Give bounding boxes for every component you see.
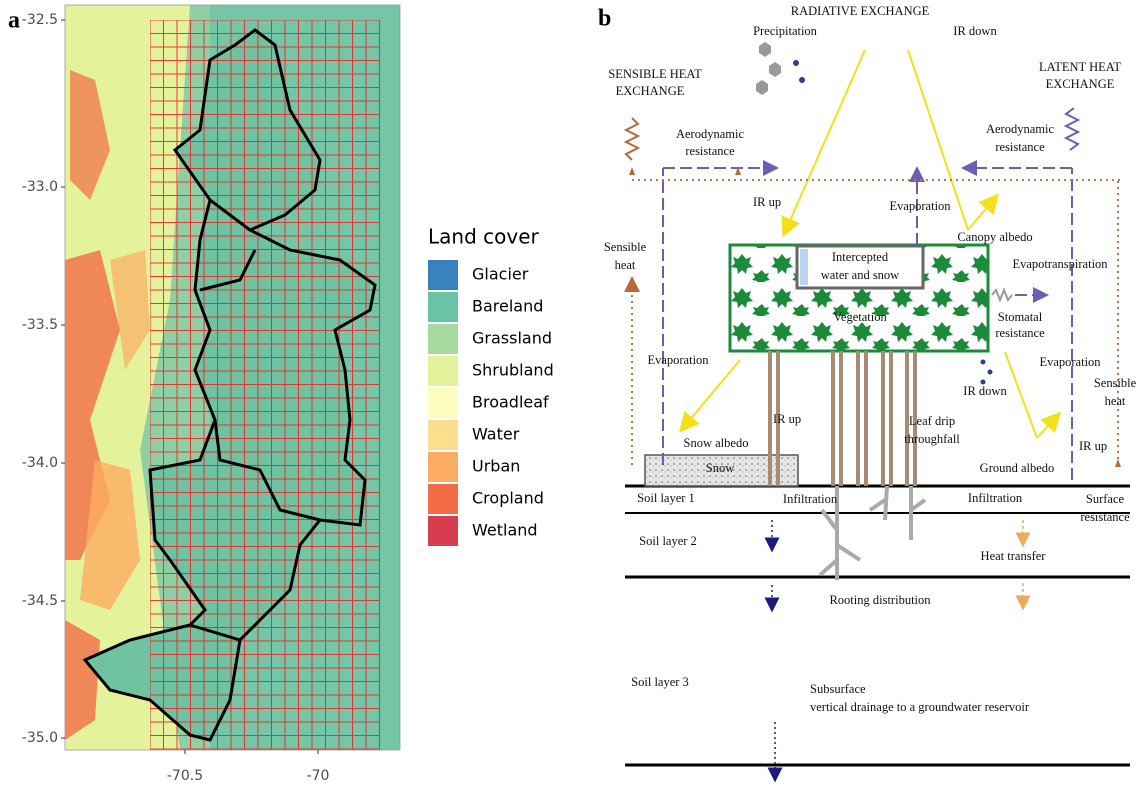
legend-label: Grassland (472, 329, 552, 348)
diagram-label: Sensible (1094, 376, 1137, 390)
diagram-label: water and snow (821, 268, 899, 282)
legend-label: Shrubland (472, 361, 554, 380)
diagram-label: Canopy albedo (957, 230, 1032, 244)
diagram-label: Leaf drip (909, 414, 955, 428)
diagram-label: resistance (995, 140, 1045, 154)
diagram-label: Sensible (604, 240, 647, 254)
legend-label: Broadleaf (472, 393, 549, 412)
y-tick-label: -32.5 (22, 12, 58, 28)
diagram-label: Ground albedo (980, 461, 1055, 475)
diagram-label: Aerodynamic (986, 122, 1054, 136)
legend-label: Glacier (472, 265, 529, 284)
y-tick-label: -35.0 (22, 730, 58, 746)
y-tick-label: -33.5 (22, 317, 58, 333)
legend-swatch (428, 356, 458, 386)
diagram-label: Evaporation (1039, 355, 1101, 369)
diagram-label: IR down (953, 24, 997, 38)
diagram-label: RADIATIVE EXCHANGE (791, 4, 930, 18)
diagram-label: Infiltration (783, 492, 838, 506)
diagram-label: resistance (1080, 510, 1130, 524)
diagram-label: Evaporation (889, 199, 951, 213)
diagram-label: IR down (963, 384, 1007, 398)
legend-swatch (428, 292, 458, 322)
diagram-label: IR up (1079, 439, 1107, 453)
diagram-label: IR up (753, 195, 781, 209)
panel-label: a (8, 8, 20, 34)
diagram-label: Intercepted (832, 250, 889, 264)
diagram-labels: RADIATIVE EXCHANGE Precipitation IR down SE… (604, 4, 1137, 714)
diagram-label: Rooting distribution (829, 593, 931, 607)
legend-swatch (428, 260, 458, 290)
y-tick-label: -33.0 (22, 179, 58, 195)
legend-swatch (428, 484, 458, 514)
y-tick-label: -34.0 (22, 455, 58, 471)
diagram-label: heat (1105, 394, 1126, 408)
diagram-label: Subsurface (810, 682, 866, 696)
figure: a Land cover -32.5 -33.0 -33.5 -34.0 -34.5 -3… (0, 0, 1146, 786)
diagram-label: resistance (995, 326, 1045, 340)
diagram-label: Evaporation (647, 353, 709, 367)
legend-swatch (428, 420, 458, 450)
diagram-label: IR up (773, 412, 801, 426)
legend-label: Cropland (472, 489, 544, 508)
diagram-label: heat (615, 258, 636, 272)
x-tick-label: -70.5 (167, 768, 203, 784)
diagram-label: Surface (1086, 492, 1125, 506)
diagram-label: Stomatal (998, 310, 1043, 324)
map (65, 5, 400, 750)
diagram-label: Snow (706, 461, 734, 475)
diagram-label: Precipitation (753, 24, 818, 38)
legend-swatch (428, 324, 458, 354)
x-tick-label: -70 (307, 768, 330, 784)
legend-label: Water (472, 425, 520, 444)
diagram-label: SENSIBLE HEAT (608, 67, 702, 81)
diagram-label: EXCHANGE (616, 84, 685, 98)
panel-label: b (598, 6, 611, 32)
diagram-label: Infiltration (968, 491, 1023, 505)
diagram-label: resistance (685, 144, 735, 158)
diagram-label: Vegetation (833, 310, 887, 324)
legend-label: Bareland (472, 297, 543, 316)
diagram-label: LATENT HEAT (1039, 60, 1121, 74)
diagram-label: throughfall (904, 432, 960, 446)
diagram-label: Snow albedo (684, 436, 749, 450)
diagram-label: vertical drainage to a groundwater reser… (810, 700, 1030, 714)
diagram-label: Soil layer 2 (639, 534, 697, 548)
diagram-label: EXCHANGE (1046, 77, 1115, 91)
legend-swatch (428, 388, 458, 418)
legend-title: Land cover (428, 225, 540, 249)
diagram-label: Heat transfer (981, 549, 1047, 563)
legend-swatch (428, 516, 458, 546)
diagram-label: Soil layer 1 (637, 491, 695, 505)
legend-label: Urban (472, 457, 520, 476)
diagram-label: Aerodynamic (676, 127, 744, 141)
legend-label: Wetland (472, 521, 538, 540)
diagram-label: Soil layer 3 (631, 675, 689, 689)
legend-swatch (428, 452, 458, 482)
diagram-label: Evapotranspiration (1012, 257, 1108, 271)
y-tick-label: -34.5 (22, 593, 58, 609)
